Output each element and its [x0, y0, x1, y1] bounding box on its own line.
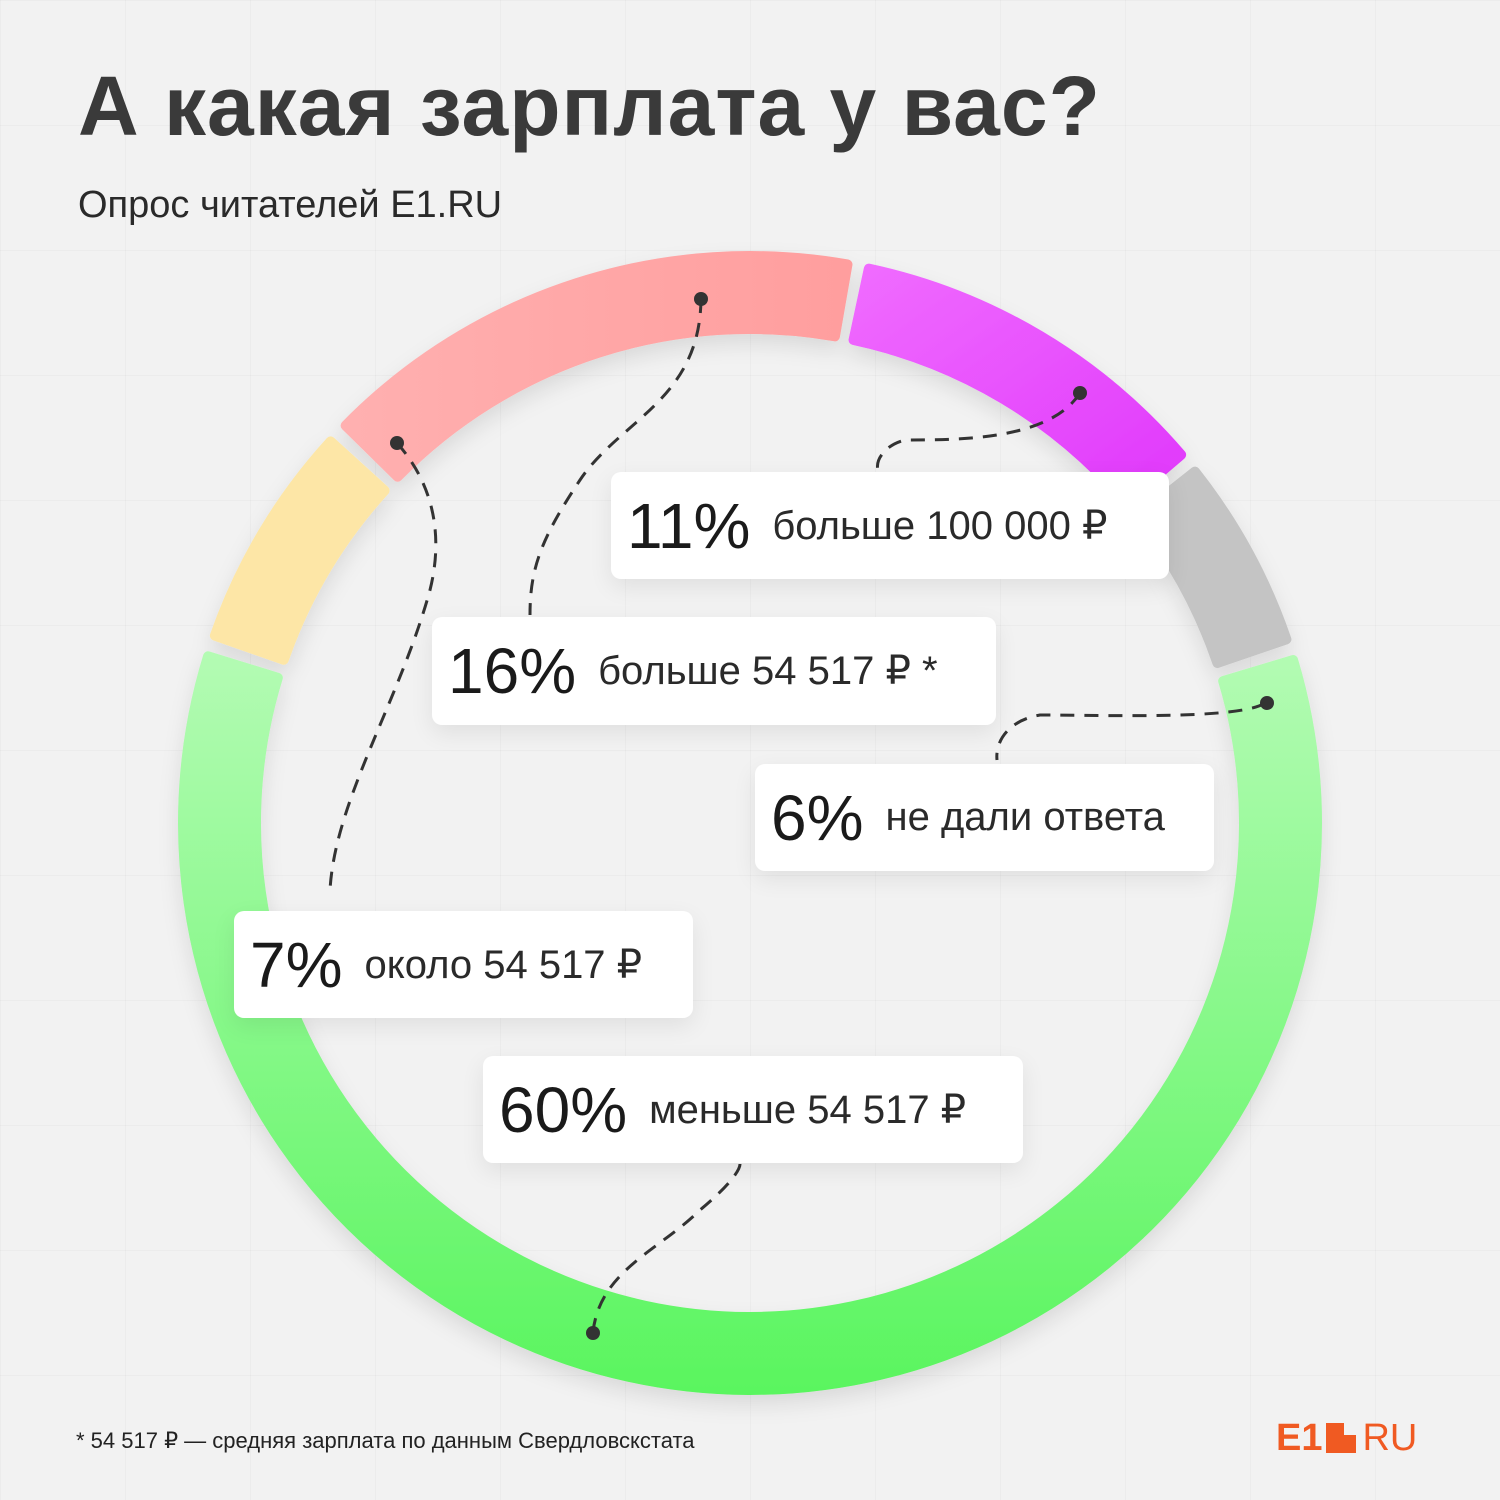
footnote: * 54 517 ₽ — средняя зарплата по данным …	[76, 1428, 695, 1453]
segment-above-avg	[340, 251, 853, 482]
page-title: А какая зарплата у вас?	[78, 59, 1101, 153]
slice-label: больше 100 000 ₽	[772, 503, 1108, 548]
label-card-below-avg: 60% меньше 54 517 ₽	[483, 1056, 1023, 1163]
label-card-no-answer: 6% не дали ответа	[755, 764, 1214, 871]
logo-e1: E1	[1276, 1416, 1323, 1459]
leader-line-above-avg	[528, 298, 703, 616]
leader-line-around-avg	[328, 442, 438, 891]
marker-dot-around-avg	[390, 436, 404, 450]
label-card-around-avg: 7% около 54 517 ₽	[234, 911, 693, 1018]
slice-percent: 7%	[250, 928, 343, 1001]
slice-percent: 11%	[627, 489, 751, 562]
marker-dot-above-avg	[694, 292, 708, 306]
slice-label: меньше 54 517 ₽	[649, 1087, 967, 1132]
slice-percent: 6%	[771, 781, 864, 854]
marker-dot-below-avg	[586, 1326, 600, 1340]
slice-label: больше 54 517 ₽ *	[598, 649, 938, 693]
leader-line-no-answer	[995, 701, 1266, 761]
label-card-more-100k: 11% больше 100 000 ₽	[611, 472, 1169, 579]
logo-ru: RU	[1362, 1416, 1418, 1459]
slice-percent: 60%	[499, 1073, 628, 1146]
e1-logo: E1 RU	[1276, 1416, 1418, 1459]
page-subtitle: Опрос читателей E1.RU	[78, 184, 503, 226]
leader-line-more-100k	[875, 392, 1082, 471]
slice-percent: 16%	[448, 635, 577, 707]
slice-label: не дали ответа	[885, 795, 1165, 839]
marker-dot-no-answer	[1260, 696, 1274, 710]
segment-below-avg	[178, 651, 1322, 1395]
marker-dot-more-100k	[1073, 386, 1087, 400]
logo-square-icon	[1326, 1423, 1357, 1453]
slice-label: около 54 517 ₽	[364, 942, 643, 987]
label-card-above-avg: 16% больше 54 517 ₽ *	[432, 617, 996, 725]
segment-around-avg	[209, 436, 390, 665]
segment-more-100k	[848, 263, 1187, 508]
